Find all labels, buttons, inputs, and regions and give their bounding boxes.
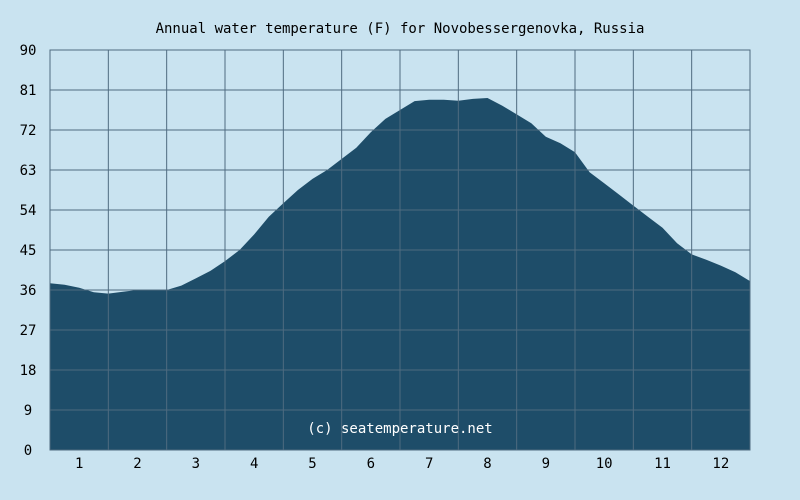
chart-title: Annual water temperature (F) for Novobes… <box>156 21 645 37</box>
plot-border <box>49 49 751 451</box>
y-tick-label: 18 <box>20 363 37 379</box>
y-tick-label: 54 <box>20 203 37 219</box>
x-tick-label: 2 <box>133 456 141 472</box>
y-axis: 0 9 18 27 36 45 54 63 72 81 90 <box>20 43 37 459</box>
plot-area <box>49 49 751 451</box>
y-tick-label: 9 <box>24 403 32 419</box>
x-tick-label: 5 <box>308 456 316 472</box>
x-tick-label: 10 <box>596 456 613 472</box>
x-tick-label: 1 <box>75 456 83 472</box>
x-axis: 1 2 3 4 5 6 7 8 9 10 11 12 <box>75 456 729 472</box>
y-tick-label: 81 <box>20 83 37 99</box>
x-tick-label: 12 <box>712 456 729 472</box>
y-tick-label: 0 <box>24 443 32 459</box>
y-tick-label: 36 <box>20 283 37 299</box>
y-tick-label: 90 <box>20 43 37 59</box>
x-tick-label: 11 <box>654 456 671 472</box>
watermark: (c) seatemperature.net <box>307 421 492 437</box>
y-tick-label: 27 <box>20 323 37 339</box>
x-tick-label: 7 <box>425 456 433 472</box>
x-tick-label: 6 <box>367 456 375 472</box>
x-tick-label: 9 <box>542 456 550 472</box>
x-tick-label: 3 <box>192 456 200 472</box>
y-tick-label: 63 <box>20 163 37 179</box>
x-tick-label: 8 <box>483 456 491 472</box>
y-tick-label: 72 <box>20 123 37 139</box>
y-tick-label: 45 <box>20 243 37 259</box>
x-tick-label: 4 <box>250 456 258 472</box>
